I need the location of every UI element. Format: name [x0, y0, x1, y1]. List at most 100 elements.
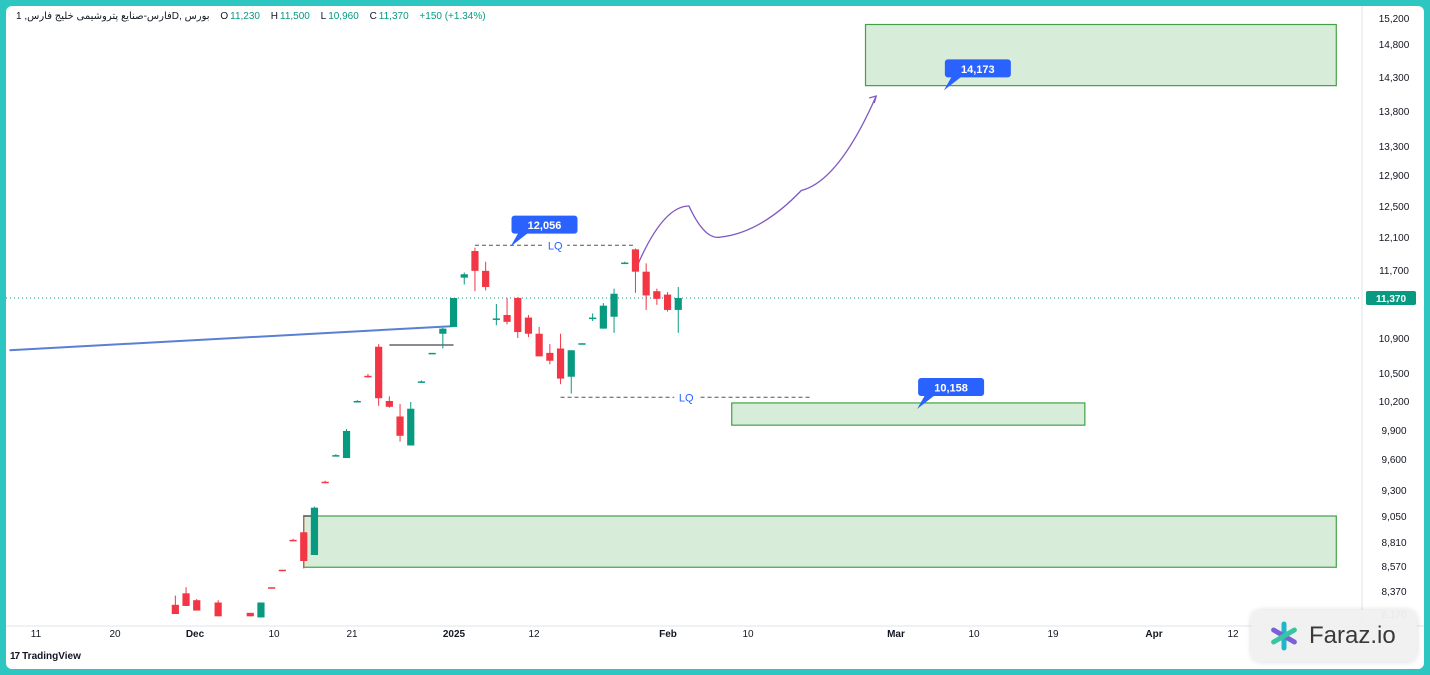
last-price-tag: [1366, 291, 1416, 305]
chart-frame: LQ LQ 14,173 12,056 10,158 15,200 14,800 14,300…: [6, 6, 1424, 669]
price-callout[interactable]: [511, 215, 578, 234]
high-label: H: [270, 11, 278, 22]
candle-body[interactable]: [610, 293, 618, 317]
candle-body[interactable]: [535, 333, 543, 357]
candle-body[interactable]: [471, 251, 479, 271]
price-callout[interactable]: [944, 59, 1011, 78]
candle-body[interactable]: [182, 593, 190, 606]
candle-body[interactable]: [300, 532, 308, 561]
candle-body[interactable]: [460, 274, 468, 278]
candle-body[interactable]: [492, 318, 500, 320]
candle-body[interactable]: [375, 346, 383, 399]
price-callout-pointer: [510, 232, 529, 247]
symbol-header: فارس-صنایع پتروشیمی خلیج فارس, 1D, بورس …: [16, 11, 486, 22]
price-axis-tick: 12,500: [1379, 202, 1410, 213]
trendline[interactable]: [9, 325, 454, 352]
price-axis-tick: 12,900: [1379, 171, 1410, 182]
candle-body[interactable]: [407, 408, 415, 446]
candle-body[interactable]: [482, 270, 490, 287]
candle-body[interactable]: [428, 352, 436, 355]
candle-body[interactable]: [310, 507, 319, 555]
candle-body[interactable]: [364, 375, 372, 378]
tradingview-logo[interactable]: 17 TradingView: [10, 651, 81, 662]
high-value: 11,500: [280, 11, 310, 22]
candle-body[interactable]: [524, 317, 533, 334]
price-axis-tick: 9,300: [1381, 486, 1406, 497]
candle-body[interactable]: [578, 343, 586, 345]
price-callout-label: 12,056: [528, 220, 562, 232]
candle-body[interactable]: [246, 612, 254, 617]
time-axis-tick: 12: [1227, 629, 1239, 640]
candle-body[interactable]: [171, 604, 179, 614]
candle-body[interactable]: [193, 600, 201, 611]
candle-body[interactable]: [599, 305, 607, 329]
projection-path[interactable]: [634, 95, 877, 271]
close-value: 11,370: [378, 11, 409, 22]
time-axis-tick: Apr: [1145, 629, 1162, 640]
candle-body[interactable]: [449, 298, 458, 327]
time-axis-tick: 21: [346, 629, 358, 640]
price-axis-tick: 8,370: [1381, 587, 1406, 598]
candle-body[interactable]: [653, 291, 661, 299]
price-axis-tick: 14,800: [1379, 40, 1410, 51]
demand-zone[interactable]: [731, 402, 1086, 426]
candle-body[interactable]: [385, 401, 393, 407]
last-price-label: 11,370: [1376, 294, 1406, 305]
candle-body[interactable]: [321, 481, 329, 484]
projection-arrowhead: [869, 95, 878, 104]
candle-body[interactable]: [214, 602, 222, 617]
candle-body[interactable]: [589, 317, 597, 320]
candle-body[interactable]: [674, 298, 682, 310]
candle-body[interactable]: [642, 271, 650, 296]
candle-body[interactable]: [268, 587, 276, 589]
candle-body[interactable]: [503, 315, 511, 322]
candle-body[interactable]: [289, 539, 297, 542]
candle-body[interactable]: [663, 294, 672, 310]
time-axis-tick: Mar: [887, 629, 905, 640]
price-axis-tick: 9,900: [1381, 426, 1406, 437]
demand-zone[interactable]: [303, 515, 1337, 568]
candle-body[interactable]: [353, 401, 361, 403]
price-callout-pointer: [943, 76, 962, 91]
time-axis-tick: 12: [528, 629, 540, 640]
candle-body[interactable]: [439, 328, 447, 334]
demand-zone[interactable]: [864, 23, 1337, 87]
candle-body[interactable]: [621, 262, 629, 265]
price-axis-tick: 10,500: [1379, 369, 1410, 380]
candle-body[interactable]: [332, 455, 340, 457]
candle-body[interactable]: [567, 350, 575, 377]
price-callout[interactable]: [918, 378, 985, 396]
liquidity-label-bg: [543, 238, 568, 252]
open-value: 11,230: [230, 11, 260, 22]
tradingview-label: TradingView: [22, 651, 81, 662]
candle-body[interactable]: [278, 569, 286, 572]
candle-body[interactable]: [514, 298, 522, 333]
price-axis-tick: 10,900: [1379, 334, 1410, 345]
time-axis-tick: 10: [968, 629, 980, 640]
close-label: C: [369, 11, 377, 22]
price-axis-tick: 12,100: [1379, 233, 1410, 244]
candle-body[interactable]: [342, 430, 351, 459]
time-axis-tick: 19: [1047, 629, 1059, 640]
time-axis-tick: 2025: [443, 629, 466, 640]
candle-body[interactable]: [257, 602, 265, 618]
change-value: +150 (+1.34%): [419, 11, 486, 22]
liquidity-label: LQ: [679, 392, 694, 404]
candle-body[interactable]: [546, 352, 554, 361]
price-axis-tick: 8,810: [1381, 538, 1406, 549]
time-axis-tick: 11: [31, 629, 42, 640]
candle-body[interactable]: [396, 416, 404, 436]
price-callout-pointer: [917, 395, 936, 409]
open-label: O: [220, 11, 229, 22]
candle-body[interactable]: [556, 348, 565, 379]
low-label: L: [320, 11, 327, 22]
candle-body[interactable]: [631, 249, 640, 272]
price-chart[interactable]: LQ LQ 14,173 12,056 10,158 15,200 14,800 14,300…: [6, 6, 1424, 669]
time-axis-tick: 20: [109, 629, 121, 640]
faraz-label: Faraz.io: [1309, 622, 1396, 649]
price-callout-label: 14,173: [961, 64, 995, 76]
candle-body[interactable]: [417, 381, 426, 383]
price-axis-tick: 9,050: [1381, 512, 1406, 523]
price-axis-tick: 9,600: [1381, 455, 1406, 466]
price-axis-tick: 13,800: [1379, 107, 1410, 118]
